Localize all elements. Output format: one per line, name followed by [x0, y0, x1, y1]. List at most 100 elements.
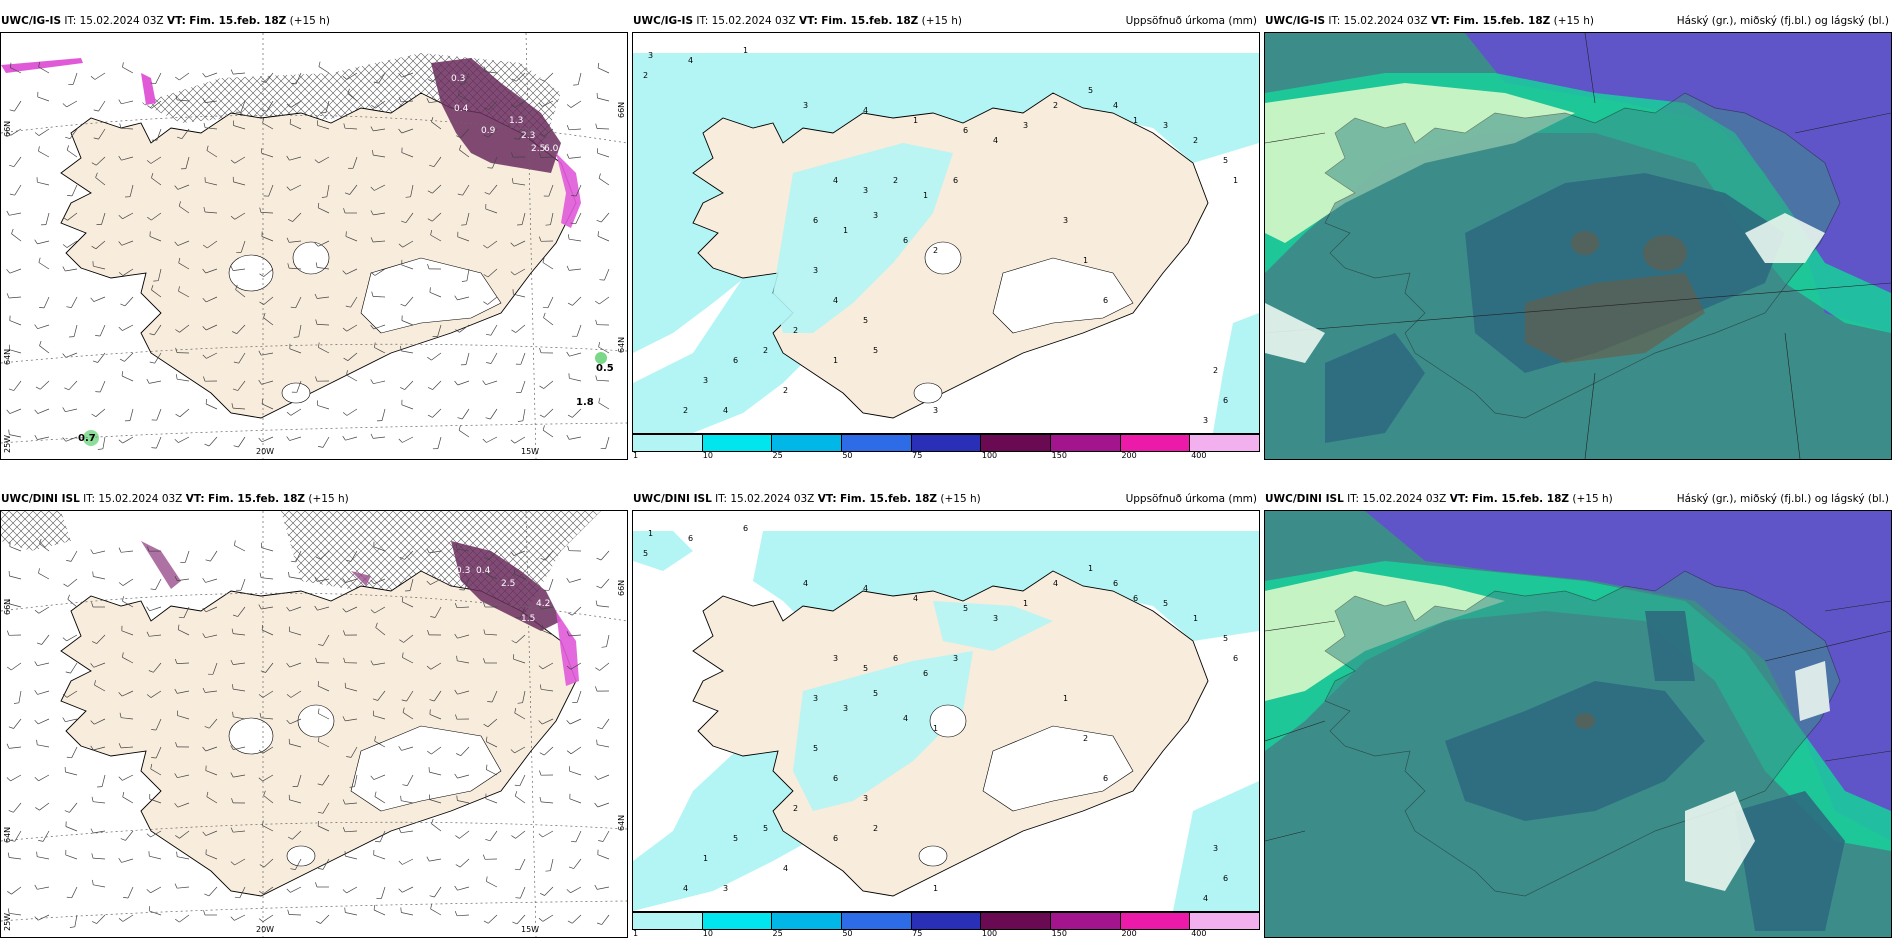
wind-barb — [65, 718, 78, 723]
map-frame[interactable]: 0.3 0.4 2.5 4.2 1.5 66N 64N 66N 64N 25W … — [0, 510, 628, 938]
wind-barb — [372, 240, 386, 243]
wind-barb-flag — [567, 302, 573, 306]
wind-barb-flag — [175, 413, 181, 418]
wind-barb — [432, 380, 442, 390]
wind-barb — [570, 662, 582, 670]
wind-barb — [150, 830, 162, 838]
precip-value: 4 — [863, 106, 868, 115]
wind-barb-flag — [511, 152, 514, 158]
wind-barb-flag — [62, 353, 67, 358]
precip-value: 3 — [803, 101, 808, 110]
lead-time: (+15 h) — [289, 15, 330, 27]
wind-barb — [70, 550, 78, 562]
precip-magenta — [1, 58, 83, 73]
wind-barb — [456, 606, 470, 609]
wind-barb-flag — [64, 810, 70, 813]
wind-barb — [179, 408, 190, 418]
wind-barb-flag — [513, 568, 516, 574]
wind-barb — [18, 690, 22, 703]
wind-barb — [598, 346, 610, 354]
wind-barb — [322, 634, 330, 646]
wind-barb-flag — [483, 66, 486, 72]
wind-barb — [235, 289, 246, 298]
wind-barb-flag — [541, 625, 543, 631]
wind-barb-flag — [118, 215, 123, 220]
wind-barb — [401, 320, 414, 326]
map-frame[interactable]: 3 4 1 2 3 4 1 6 4 3 2 5 4 1 3 2 5 1 4 3 2 1 6 6 1 3 6 2 3 4 5 2 2 6 3 2 4 2 1 5… — [632, 32, 1260, 434]
wind-barb — [432, 72, 442, 82]
wind-barb-flag — [63, 217, 68, 221]
wind-barb-flag — [174, 575, 178, 581]
wind-barb — [379, 830, 386, 843]
precip-value: 6 — [1113, 579, 1118, 588]
wind-barb-flag — [457, 417, 463, 420]
colorbar-swatch — [911, 435, 982, 451]
wind-barb — [513, 293, 526, 298]
wind-barb — [149, 606, 162, 612]
wind-barb-flag — [147, 216, 152, 221]
wind-barb — [38, 150, 50, 158]
wind-barb — [485, 380, 498, 386]
map-frame[interactable] — [1264, 32, 1892, 460]
wind-barb-flag — [314, 159, 319, 164]
precip-value: 5 — [1163, 599, 1168, 608]
wind-barb — [261, 629, 274, 636]
wind-barb-flag — [456, 795, 458, 801]
wind-barb — [94, 72, 106, 80]
wind-barb — [66, 240, 78, 248]
precip-value: 6 — [1103, 296, 1108, 305]
precip-value: 2 — [1213, 366, 1218, 375]
wind-barb — [542, 429, 554, 438]
wind-barb-flag — [401, 699, 407, 702]
wind-barb — [73, 324, 78, 337]
wind-barb — [39, 345, 50, 354]
wind-barb — [149, 910, 162, 916]
wind-barb-flag — [258, 777, 263, 782]
wind-barb — [572, 296, 582, 306]
wind-barb — [204, 211, 218, 214]
wind-barb — [66, 690, 78, 698]
wind-barb — [430, 662, 442, 670]
wind-barb — [206, 150, 218, 158]
wind-barb — [234, 156, 246, 164]
wind-barb-flag — [374, 736, 376, 742]
wind-barb — [262, 914, 274, 922]
wind-barb-flag — [202, 326, 207, 331]
wind-barb-flag — [287, 218, 293, 222]
wind-barb-flag — [91, 413, 96, 417]
wind-barb — [597, 235, 610, 242]
wind-barb — [122, 436, 134, 444]
colorbar-swatch — [842, 913, 912, 929]
panel-title: Háský (gr.), miðský (fj.bl.) og lágský (… — [1676, 493, 1889, 505]
wind-barb — [318, 207, 330, 214]
wind-barb-flag — [596, 922, 602, 925]
wind-barb-flag — [349, 786, 355, 788]
wind-barb — [40, 380, 50, 390]
wind-barb-flag — [398, 128, 402, 134]
map-frame[interactable]: 1 6 6 5 4 4 4 5 3 1 4 1 6 6 5 1 5 6 3 5 6 6 3 3 3 5 4 1 5 6 3 2 5 5 1 4 3 4 6 2… — [632, 510, 1260, 912]
wind-barb — [487, 128, 498, 138]
map-frame[interactable]: 0.5 1.8 0.7 0.3 0.4 1.3 0.9 2.5 6.0 2.3 … — [0, 32, 628, 460]
wind-barb-flag — [149, 361, 155, 364]
precip-map: 1 6 6 5 4 4 4 5 3 1 4 1 6 6 5 1 5 6 3 5 6 6 3 3 3 5 4 1 5 6 3 2 5 5 1 4 3 4 6 2… — [633, 524, 1259, 911]
wind-barb-flag — [176, 136, 183, 140]
precip-colorbar: 1 10 25 50 75 100 150 200 400 — [632, 912, 1260, 938]
precip-value: 2 — [643, 71, 648, 80]
wind-barb — [487, 718, 498, 728]
wind-barb-flag — [64, 387, 70, 391]
colorbar-swatch — [1051, 435, 1121, 451]
valid-time-label: VT: — [166, 15, 186, 27]
wind-barb — [289, 576, 302, 580]
wind-barb — [236, 324, 246, 334]
wind-barb-flag — [232, 331, 237, 335]
wind-barb-flag — [120, 838, 126, 841]
wind-barb-flag — [62, 103, 67, 108]
wind-barb-flag — [146, 606, 150, 612]
wind-barb — [99, 324, 106, 337]
wind-barb — [261, 606, 274, 610]
wind-barb — [377, 690, 386, 701]
map-frame[interactable] — [1264, 510, 1892, 938]
cloud-brown — [1643, 235, 1687, 271]
wind-barb-flag — [318, 342, 320, 348]
wind-barb — [569, 770, 582, 776]
